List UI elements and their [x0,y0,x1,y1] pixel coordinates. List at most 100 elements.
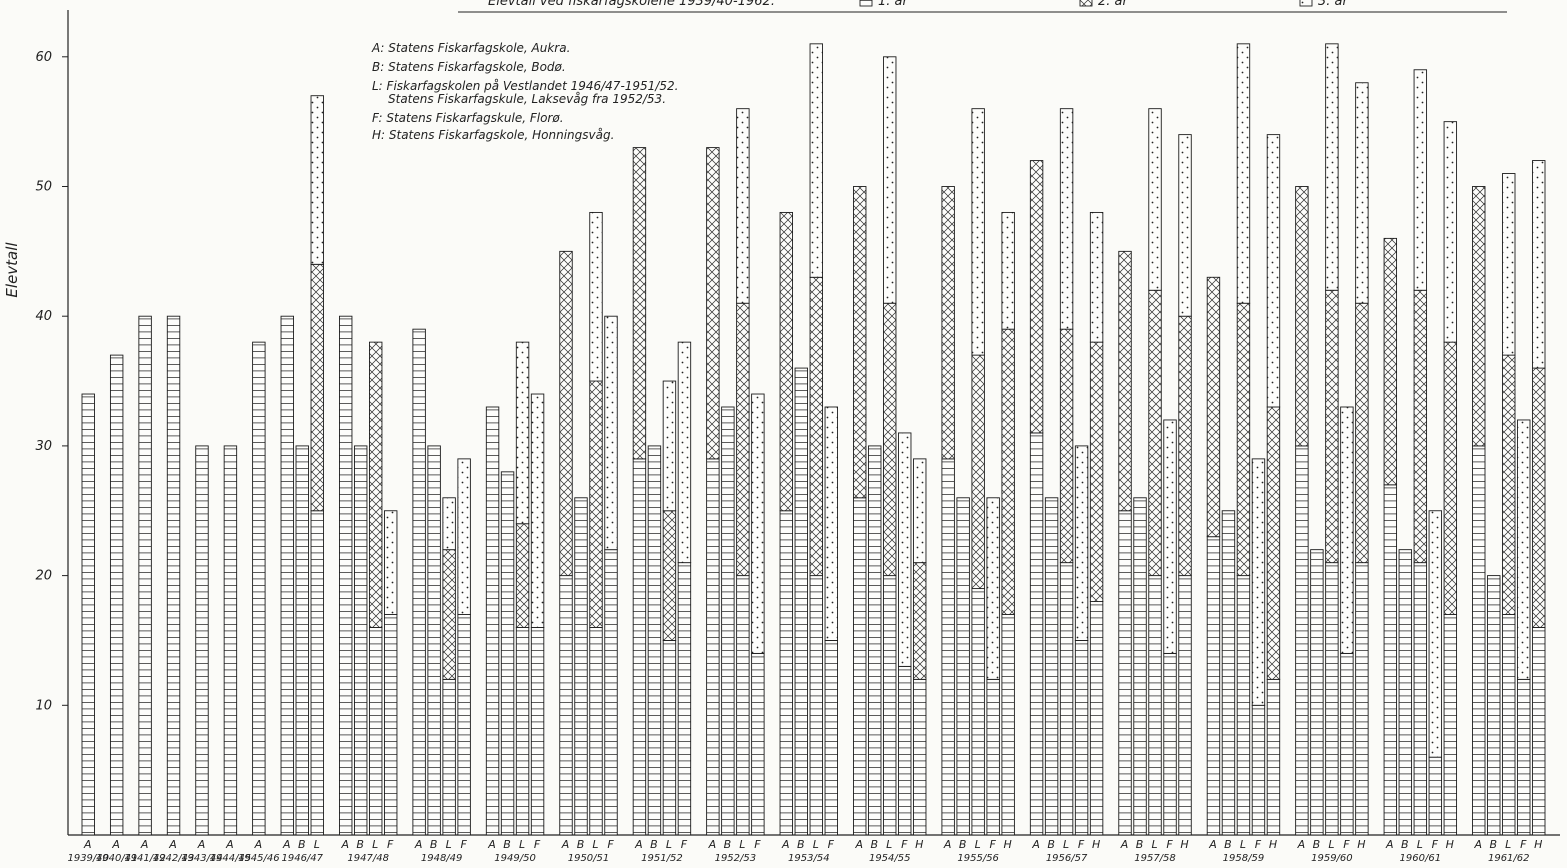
bar-school-label: A [1031,838,1041,851]
bar-school-label: B [356,838,365,851]
bar-segment-a [1206,536,1221,836]
bar-segment-b [354,445,368,836]
bar-segment-l [1502,173,1516,356]
bar-segment-f [530,393,545,628]
bar-segment-l [736,575,750,836]
bar-segment-l [310,510,324,836]
bar-segment-l [1236,43,1251,304]
bar-segment-h [1355,82,1369,304]
bar-school-label: F [1520,838,1527,851]
bar-segment-l [971,354,985,590]
bar-segment-f [1517,419,1531,680]
bar-segment-f [677,562,692,836]
bar-groups: A1939/40A1940/41A1941/42A1942/43A1943/44… [67,43,1546,864]
legend-line-f: F: Statens Fiskarfagskule, Florø. [372,111,564,125]
bar-segment-f [384,614,398,836]
bar-segment-l [736,302,750,577]
bar-segment-b [1487,575,1501,836]
bar-segment-f [384,510,398,615]
legend-line-a: A: Statens Fiskarfagskole, Aukra. [371,41,570,55]
bar-segment-h [913,562,927,680]
bar-segment-a [1118,250,1132,512]
y-tick-label: 40 [35,309,52,324]
bar-segment-f [986,678,1000,836]
bar-school-label: A [1385,838,1395,851]
bar-school-label: L [1417,838,1424,851]
bar-school-label: F [1255,838,1262,851]
bar-segment-l [809,575,823,836]
legend-line-h: H: Statens Fiskarfagskole, Honningsvåg. [372,128,614,142]
bar-school-label: L [446,838,453,851]
bar-segment-a [1206,276,1221,538]
bar-segment-f [530,627,545,836]
x-tick-label: 1959/60 [1311,853,1353,864]
bar-school-label: L [739,838,746,851]
bar-segment-f [1428,510,1443,758]
bar-segment-h [1178,575,1192,836]
bar-segment-l [1148,575,1162,836]
title-legend-label: 2. år [1098,0,1130,9]
bar-school-label: L [372,838,379,851]
bar-segment-l [883,575,897,836]
bar-segment-b [1310,549,1324,836]
y-tick-label: 20 [35,569,52,584]
bar-segment-f [1163,419,1177,654]
bar-segment-a [1295,186,1309,447]
bar-segment-f [824,406,838,641]
bar-segment-l [1059,328,1074,564]
bar-segment-a [1295,445,1309,836]
bar-segment-l [442,678,456,836]
bar-school-label: F [1343,838,1350,851]
bar-school-label: A [140,838,150,851]
x-tick-label: 1942/43 [153,853,195,864]
bar-segment-f [1251,458,1266,706]
bar-school-label: A [1208,838,1218,851]
bar-segment-f [986,497,1000,680]
bar-segment-l [662,510,677,641]
bar-school-label: H [1180,838,1189,851]
x-tick-label: 1955/56 [957,853,999,864]
bar-segment-l [515,627,530,836]
bar-segment-h [1089,601,1104,836]
bar-school-label: F [989,838,996,851]
bar-segment-f [1074,445,1089,641]
bar-segment-l [515,523,530,628]
bar-segment-l [662,640,677,836]
bar-school-label: F [1432,838,1439,851]
bar-segment-a [559,575,573,836]
bar-segment-a [941,186,955,460]
bar-segment-b [794,367,808,836]
bar-segment-f [751,652,765,836]
bar-school-label: L [1063,838,1070,851]
bar-school-label: B [797,838,806,851]
bar-school-label: A [1297,838,1307,851]
bar-segment-b [868,445,882,836]
bar-segment-a [779,510,793,836]
bar-segment-l [1413,562,1428,836]
bar-segment-h [1001,614,1015,836]
bar-segment-a [632,458,647,836]
bar-segment-l [1059,562,1074,836]
bar-school-label: F [828,838,835,851]
bar-school-label: H [1269,838,1278,851]
bar-school-label: F [681,838,688,851]
bar-school-label: A [111,838,121,851]
bar-school-label: L [314,838,321,851]
y-tick-label: 50 [35,180,52,195]
x-tick-label: 1940/41 [96,853,138,864]
bar-segment-a [706,147,720,460]
bar-school-label: A [487,838,497,851]
bar-segment-a [138,315,152,836]
x-tick-label: 1944/45 [210,853,252,864]
bar-school-label: F [607,838,614,851]
bar-segment-b [721,406,735,836]
bar-segment-a [779,211,793,512]
x-tick-label: 1951/52 [641,853,683,864]
x-tick-label: 1949/50 [494,853,536,864]
bar-segment-l [442,497,456,551]
bar-school-label: B [430,838,439,851]
bar-segment-a [706,458,720,836]
bar-segment-l [1236,302,1251,577]
bar-segment-b [574,497,588,836]
